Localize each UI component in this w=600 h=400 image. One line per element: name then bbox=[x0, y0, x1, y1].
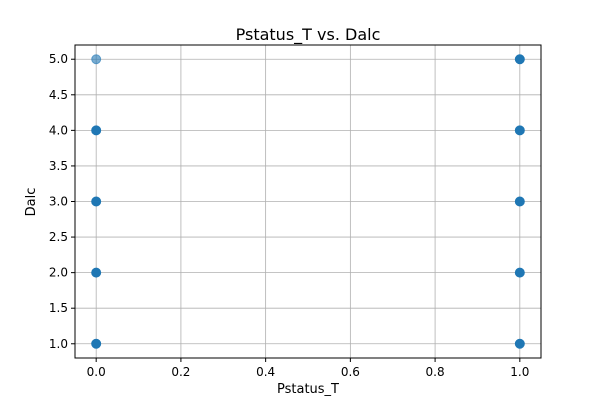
y-tick-label: 2.0 bbox=[49, 266, 68, 280]
scatter-point bbox=[514, 196, 525, 207]
x-tick-label: 1.0 bbox=[510, 365, 529, 379]
scatter-point bbox=[514, 267, 525, 278]
y-tick-label: 3.0 bbox=[49, 195, 68, 209]
chart-title: Pstatus_T vs. Dalc bbox=[236, 25, 381, 45]
y-tick-label: 3.5 bbox=[49, 159, 68, 173]
y-tick-label: 1.5 bbox=[49, 301, 68, 315]
scatter-point bbox=[91, 338, 102, 349]
x-tick-label: 0.8 bbox=[426, 365, 445, 379]
y-tick-label: 2.5 bbox=[49, 230, 68, 244]
points-layer bbox=[91, 54, 525, 349]
y-axis-label: Dalc bbox=[24, 188, 39, 217]
scatter-point bbox=[91, 196, 102, 207]
x-axis-label: Pstatus_T bbox=[277, 382, 339, 397]
x-tick-label: 0.2 bbox=[171, 365, 190, 379]
scatter-point bbox=[91, 267, 102, 278]
x-tick-label: 0.0 bbox=[87, 365, 106, 379]
y-tick-label: 4.0 bbox=[49, 123, 68, 137]
scatter-point bbox=[514, 54, 525, 65]
y-tick-label: 4.5 bbox=[49, 88, 68, 102]
ticks-layer: 0.0 0.2 0.4 0.6 0.8 1.0 1.0 1.5 2.0 2.5 3.0 3.5 4.0 4… bbox=[49, 52, 529, 379]
scatter-point bbox=[514, 338, 525, 349]
scatter-point bbox=[91, 54, 102, 65]
scatter-point bbox=[514, 125, 525, 136]
x-tick-label: 0.4 bbox=[256, 365, 275, 379]
x-tick-label: 0.6 bbox=[341, 365, 360, 379]
y-tick-label: 1.0 bbox=[49, 337, 68, 351]
scatter-point bbox=[91, 125, 102, 136]
y-tick-label: 5.0 bbox=[49, 52, 68, 66]
